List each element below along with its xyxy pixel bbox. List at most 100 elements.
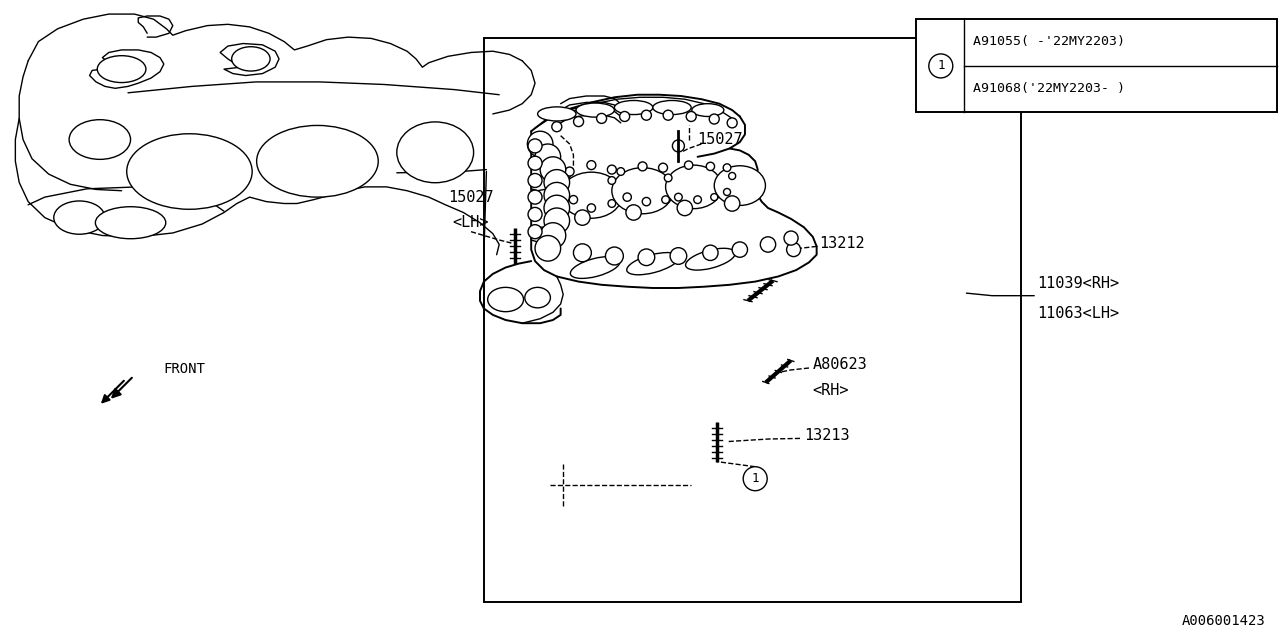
Text: <RH>: <RH> <box>813 383 850 398</box>
Ellipse shape <box>612 168 673 214</box>
Ellipse shape <box>666 165 722 209</box>
Ellipse shape <box>232 47 270 71</box>
Circle shape <box>675 193 682 201</box>
Circle shape <box>544 182 570 208</box>
Circle shape <box>540 157 566 182</box>
Circle shape <box>617 168 625 175</box>
Ellipse shape <box>614 100 653 115</box>
Ellipse shape <box>69 120 131 159</box>
Text: A91055( -'22MY2203): A91055( -'22MY2203) <box>973 35 1125 48</box>
Circle shape <box>566 167 575 176</box>
Ellipse shape <box>627 253 678 275</box>
Circle shape <box>760 237 776 252</box>
Circle shape <box>709 114 719 124</box>
Circle shape <box>527 131 553 157</box>
Circle shape <box>535 144 561 170</box>
Circle shape <box>596 113 607 124</box>
Circle shape <box>672 140 685 152</box>
Ellipse shape <box>686 248 735 270</box>
Circle shape <box>588 204 595 212</box>
Text: 15027: 15027 <box>698 132 744 147</box>
Circle shape <box>663 110 673 120</box>
Circle shape <box>623 193 631 201</box>
Circle shape <box>608 200 616 207</box>
Ellipse shape <box>538 107 576 121</box>
Ellipse shape <box>256 125 379 197</box>
Circle shape <box>608 177 616 184</box>
Circle shape <box>643 197 650 206</box>
Circle shape <box>664 174 672 182</box>
Circle shape <box>727 118 737 128</box>
Circle shape <box>694 196 701 204</box>
Circle shape <box>575 210 590 225</box>
Circle shape <box>707 162 714 170</box>
Ellipse shape <box>488 287 524 312</box>
Circle shape <box>535 236 561 261</box>
Circle shape <box>540 223 566 248</box>
Circle shape <box>732 242 748 257</box>
Circle shape <box>607 165 617 174</box>
Circle shape <box>573 116 584 127</box>
Text: A006001423: A006001423 <box>1181 614 1265 628</box>
Circle shape <box>686 111 696 122</box>
Circle shape <box>744 467 767 491</box>
Circle shape <box>620 111 630 122</box>
Circle shape <box>529 156 541 170</box>
Circle shape <box>586 161 596 170</box>
Ellipse shape <box>571 257 620 278</box>
Circle shape <box>677 200 692 216</box>
Ellipse shape <box>576 103 614 117</box>
Circle shape <box>723 164 731 172</box>
Text: A80623: A80623 <box>813 357 868 372</box>
Text: 11039<RH>: 11039<RH> <box>1037 276 1119 291</box>
Ellipse shape <box>127 134 252 209</box>
Circle shape <box>728 172 736 179</box>
Circle shape <box>662 196 669 204</box>
Text: A91068('22MY2203- ): A91068('22MY2203- ) <box>973 82 1125 95</box>
Text: 13212: 13212 <box>819 236 865 251</box>
Circle shape <box>573 244 591 262</box>
Ellipse shape <box>97 56 146 83</box>
Circle shape <box>710 193 718 200</box>
Ellipse shape <box>397 122 474 183</box>
Circle shape <box>641 110 652 120</box>
Circle shape <box>703 245 718 260</box>
Ellipse shape <box>714 166 765 205</box>
Circle shape <box>787 243 800 257</box>
Circle shape <box>529 225 541 239</box>
Text: 13213: 13213 <box>804 428 850 443</box>
Circle shape <box>552 122 562 132</box>
Circle shape <box>685 161 692 169</box>
Text: <LH>: <LH> <box>453 215 489 230</box>
Ellipse shape <box>525 287 550 308</box>
Text: FRONT: FRONT <box>164 362 206 376</box>
Circle shape <box>637 162 646 171</box>
Circle shape <box>605 247 623 265</box>
Circle shape <box>529 139 541 153</box>
Ellipse shape <box>692 104 724 116</box>
Text: 1: 1 <box>937 60 945 72</box>
Circle shape <box>529 173 541 188</box>
Circle shape <box>570 195 577 204</box>
Circle shape <box>671 248 687 264</box>
Circle shape <box>783 231 799 245</box>
Circle shape <box>529 207 541 221</box>
Bar <box>484 38 1021 602</box>
Circle shape <box>929 54 952 78</box>
Ellipse shape <box>54 201 105 234</box>
Circle shape <box>626 205 641 220</box>
Circle shape <box>637 249 655 266</box>
Text: 1: 1 <box>751 472 759 485</box>
Ellipse shape <box>561 172 622 218</box>
Circle shape <box>544 195 570 221</box>
Circle shape <box>723 188 731 195</box>
Circle shape <box>544 170 570 195</box>
Circle shape <box>658 163 668 172</box>
Bar <box>916 19 1277 112</box>
Text: 11063<LH>: 11063<LH> <box>1037 306 1119 321</box>
Ellipse shape <box>653 100 691 115</box>
Circle shape <box>544 208 570 234</box>
Circle shape <box>529 190 541 204</box>
Text: 15027: 15027 <box>448 189 494 205</box>
Circle shape <box>724 196 740 211</box>
